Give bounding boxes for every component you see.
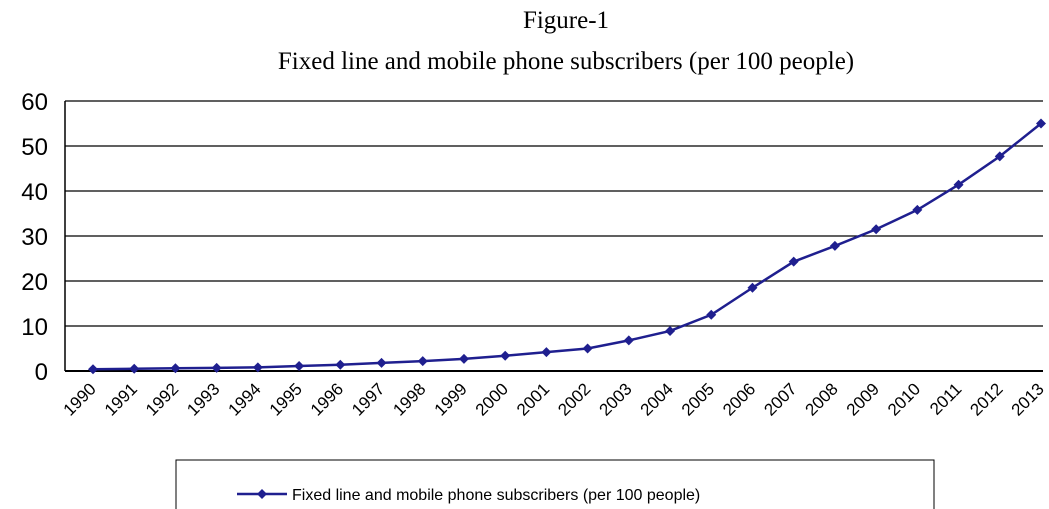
- y-tick-label: 30: [21, 224, 48, 251]
- y-tick-label: 10: [21, 314, 48, 341]
- x-tick-label: 2005: [678, 379, 718, 419]
- x-tick-label: 2012: [966, 379, 1006, 419]
- y-tick-label: 40: [21, 179, 48, 206]
- x-tick-label: 1997: [348, 379, 388, 419]
- x-tick-label: 2006: [719, 379, 759, 419]
- x-tick-label: 2011: [926, 379, 965, 418]
- y-tick-label: 20: [21, 269, 48, 296]
- series-layer: [88, 118, 1046, 375]
- x-tick-label: 1998: [389, 379, 429, 419]
- x-tick-label: 1990: [60, 379, 100, 419]
- x-tick-label: 1995: [266, 379, 306, 419]
- x-tick-label: 2010: [884, 379, 924, 419]
- data-point: [706, 309, 717, 320]
- data-point: [953, 179, 964, 190]
- data-point: [541, 347, 552, 358]
- data-point: [665, 325, 676, 336]
- x-tick-label: 2002: [554, 379, 594, 419]
- data-point: [582, 343, 593, 354]
- x-tick-label: 1992: [142, 379, 182, 419]
- data-point: [376, 357, 387, 368]
- data-point: [747, 282, 758, 293]
- data-point: [129, 363, 140, 374]
- x-tick-label: 2008: [802, 379, 842, 419]
- data-point: [623, 335, 634, 346]
- data-point: [211, 362, 222, 373]
- gridlines: [65, 100, 1043, 327]
- data-point: [994, 151, 1005, 162]
- x-tick-label: 1993: [183, 379, 223, 419]
- x-tick-label: 2004: [637, 379, 677, 419]
- data-point: [170, 363, 181, 374]
- data-point: [458, 353, 469, 364]
- data-point: [500, 350, 511, 361]
- x-tick-label: 2013: [1008, 379, 1048, 419]
- data-point: [871, 224, 882, 235]
- series-line: [92, 122, 1042, 371]
- chart-subtitle: Fixed line and mobile phone subscribers …: [278, 48, 854, 75]
- x-tick-label: 2001: [513, 379, 553, 419]
- x-tick-label: 2003: [595, 379, 635, 419]
- x-tick-labels: 1990 1991 1992 1993 1994 1995 1996 1997 1998 1999…: [60, 379, 1048, 419]
- data-point: [788, 256, 799, 267]
- y-tick-label: 0: [35, 359, 48, 386]
- legend: Fixed line and mobile phone subscribers …: [175, 459, 935, 509]
- chart-title: Figure-1: [523, 7, 609, 34]
- data-point: [912, 204, 923, 215]
- x-tick-label: 2009: [843, 379, 883, 419]
- data-point: [829, 240, 840, 251]
- y-tick-label: 50: [21, 134, 48, 161]
- x-tick-label: 2000: [472, 379, 512, 419]
- data-point: [294, 361, 305, 372]
- x-tick-label: 1996: [307, 379, 347, 419]
- data-point: [88, 364, 98, 375]
- x-tick-label: 1991: [101, 379, 141, 419]
- legend-label: Fixed line and mobile phone subscribers …: [292, 487, 700, 504]
- data-point: [335, 359, 346, 370]
- data-point: [252, 362, 263, 373]
- y-tick-label: 60: [21, 89, 48, 116]
- y-tick-labels: 0 10 20 30 40 50 60: [21, 89, 48, 386]
- legend-marker-swatch: [257, 489, 267, 499]
- x-tick-label: 1994: [225, 379, 265, 419]
- legend-box: [175, 459, 935, 509]
- data-point: [417, 356, 428, 367]
- x-tick-label: 2007: [760, 379, 800, 419]
- x-tick-label: 1999: [431, 379, 471, 419]
- data-point: [1036, 118, 1046, 129]
